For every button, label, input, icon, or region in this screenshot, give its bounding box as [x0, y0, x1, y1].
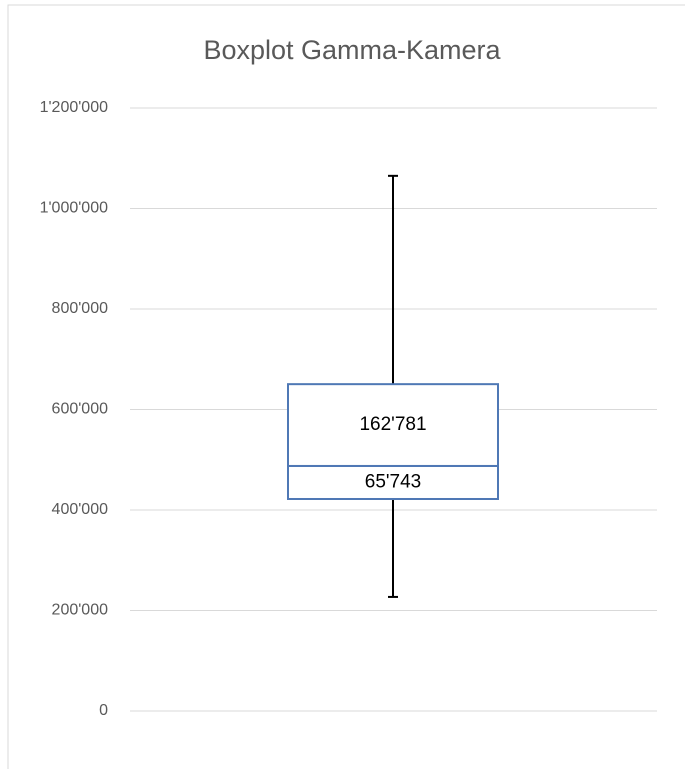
box-segment: [287, 464, 499, 500]
y-tick-label: 200'000: [52, 602, 109, 619]
y-tick-label: 800'000: [52, 300, 109, 317]
data-label: 162'781: [359, 414, 426, 435]
y-tick-label: 1'000'000: [40, 200, 109, 217]
data-label: 65'743: [365, 471, 421, 492]
box-segment: [287, 383, 499, 467]
y-tick-label: 0: [99, 702, 108, 719]
y-tick-label: 600'000: [52, 401, 109, 418]
y-tick-label: 1'200'000: [40, 99, 109, 116]
chart-title: Boxplot Gamma-Kamera: [203, 35, 501, 65]
y-tick-label: 400'000: [52, 501, 109, 518]
